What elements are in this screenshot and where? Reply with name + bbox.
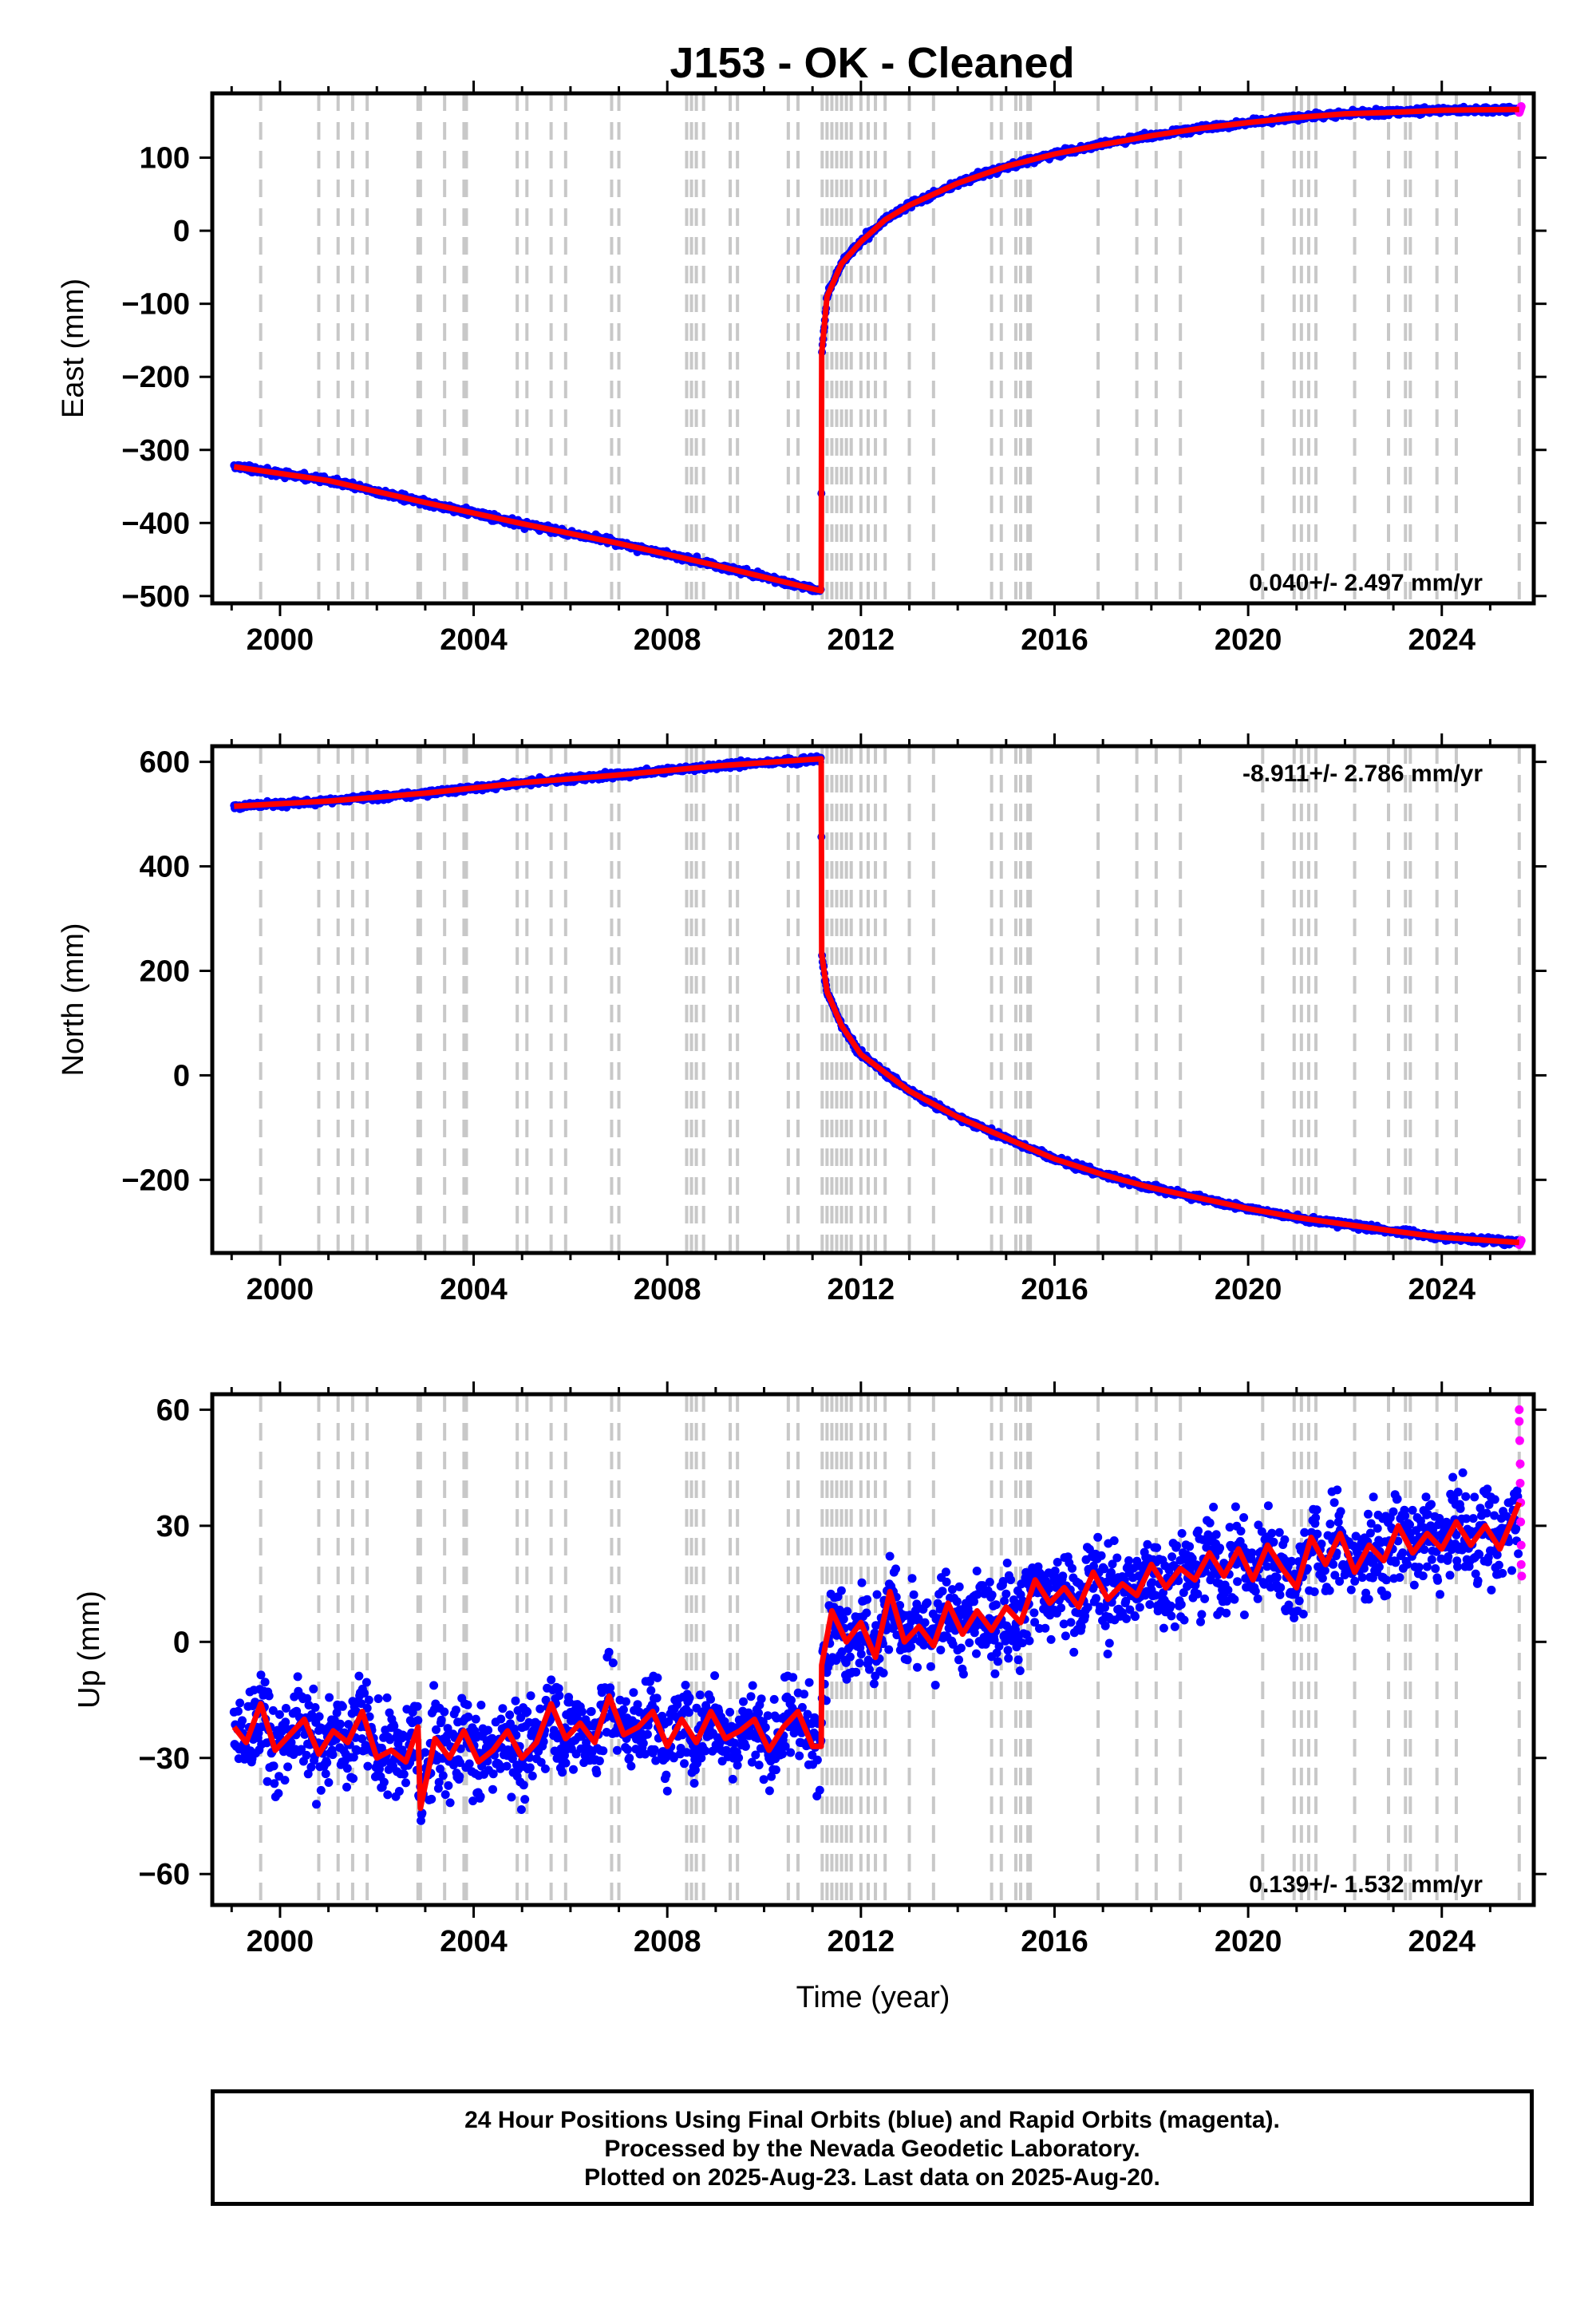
y-tick-label: 400 — [140, 851, 190, 884]
data-point — [270, 1779, 279, 1788]
final-orbit-points — [230, 102, 1523, 595]
data-point — [235, 1698, 245, 1708]
data-point — [342, 1764, 352, 1773]
data-point — [344, 1720, 354, 1729]
data-point — [321, 1769, 330, 1779]
y-tick-label: −500 — [121, 580, 190, 614]
plot-frame — [210, 744, 1536, 1255]
x-tick-label: 2016 — [1021, 623, 1088, 657]
data-point — [260, 1678, 270, 1687]
data-point — [322, 1758, 332, 1768]
panel-north: 2000 2004 2008 2012 2016 2020 2024 −200 0 200 400 6… — [57, 733, 1547, 1306]
data-point — [309, 1684, 318, 1694]
y-tick-label: 600 — [140, 746, 190, 780]
data-point — [303, 1769, 313, 1779]
y-tick-label: 200 — [140, 954, 190, 988]
data-point — [312, 1800, 321, 1809]
y-tick-label: −100 — [121, 288, 190, 322]
data-point — [324, 1778, 334, 1787]
velocity-label: 0.040+/- 2.497 mm/yr — [1249, 570, 1483, 596]
panel-east: 2000 2004 2008 2012 2016 2020 2024 −500 −400 −300… — [57, 81, 1547, 657]
data-point — [328, 1750, 338, 1760]
data-point — [360, 1689, 369, 1698]
data-point — [281, 1704, 290, 1713]
x-tick-label: 2024 — [1408, 623, 1476, 657]
figure-title: J153 - OK - Cleaned — [670, 39, 1074, 87]
data-point — [275, 1709, 284, 1719]
data-point — [364, 1695, 373, 1705]
data-point — [349, 1753, 358, 1762]
data-point — [357, 1699, 366, 1709]
plot-frame — [210, 91, 1536, 606]
data-point — [274, 1788, 283, 1798]
data-point — [263, 1777, 272, 1786]
plot-area — [230, 93, 1526, 603]
y-tick-label: −200 — [121, 361, 190, 394]
data-point — [283, 1762, 293, 1772]
x-tick-label: 2020 — [1215, 623, 1282, 657]
data-point — [256, 1670, 266, 1680]
data-point — [297, 1745, 306, 1754]
data-point — [280, 1776, 290, 1785]
x-tick-label: 2004 — [440, 623, 508, 657]
y-axis-label: East (mm) — [57, 279, 90, 418]
data-point — [264, 1691, 274, 1701]
x-tick-label: 2016 — [1021, 1273, 1088, 1306]
data-point — [268, 1705, 278, 1715]
final-orbit-points — [230, 752, 1523, 1250]
y-tick-label: −200 — [121, 1164, 190, 1197]
data-point — [310, 1703, 320, 1712]
data-point — [363, 1761, 373, 1771]
data-point — [238, 1716, 247, 1725]
data-point — [302, 1694, 312, 1703]
data-point — [316, 1785, 326, 1795]
data-point — [293, 1672, 302, 1682]
x-tick-label: 2004 — [440, 1273, 508, 1306]
data-point — [233, 1706, 243, 1716]
data-point — [286, 1737, 296, 1747]
y-tick-label: 0 — [173, 215, 190, 248]
plot-area — [230, 746, 1526, 1253]
x-tick-label: 2012 — [828, 1273, 895, 1306]
data-point — [314, 1712, 324, 1721]
data-point — [361, 1678, 371, 1687]
x-tick-label: 2000 — [247, 623, 314, 657]
x-tick-label: 2008 — [634, 1273, 701, 1306]
velocity-label: -8.911+/- 2.786 mm/yr — [1242, 761, 1483, 787]
data-point — [281, 1717, 290, 1727]
x-tick-label: 2024 — [1408, 1273, 1476, 1306]
data-point — [336, 1719, 345, 1729]
data-point — [354, 1671, 364, 1681]
model-line — [233, 106, 1519, 594]
y-tick-label: −300 — [121, 434, 190, 468]
y-axis-label: North (mm) — [57, 923, 90, 1076]
x-tick-label: 2008 — [634, 623, 701, 657]
data-point — [325, 1693, 334, 1702]
data-point — [302, 1750, 311, 1760]
data-point — [269, 1761, 279, 1771]
model-line — [234, 756, 1520, 1246]
y-tick-label: 0 — [173, 1059, 190, 1093]
x-tick-label: 2012 — [828, 623, 895, 657]
x-tick-label: 2020 — [1215, 1273, 1282, 1306]
data-point — [362, 1703, 372, 1713]
plot-area — [229, 1394, 1527, 1905]
panel-up: 2000 2004 2008 2012 2016 2020 2024−60−3003060U… — [73, 1381, 1547, 2014]
x-tick-label: 2000 — [247, 1273, 314, 1306]
data-point — [306, 1762, 316, 1772]
y-tick-label: 100 — [140, 142, 190, 176]
data-point — [342, 1782, 351, 1792]
y-tick-label: −400 — [121, 507, 190, 540]
data-point — [358, 1734, 367, 1744]
panels: 2000 2004 2008 2012 2016 2020 2024−500−400−300… — [57, 81, 1547, 2014]
data-point — [349, 1774, 358, 1783]
data-point — [338, 1701, 347, 1711]
